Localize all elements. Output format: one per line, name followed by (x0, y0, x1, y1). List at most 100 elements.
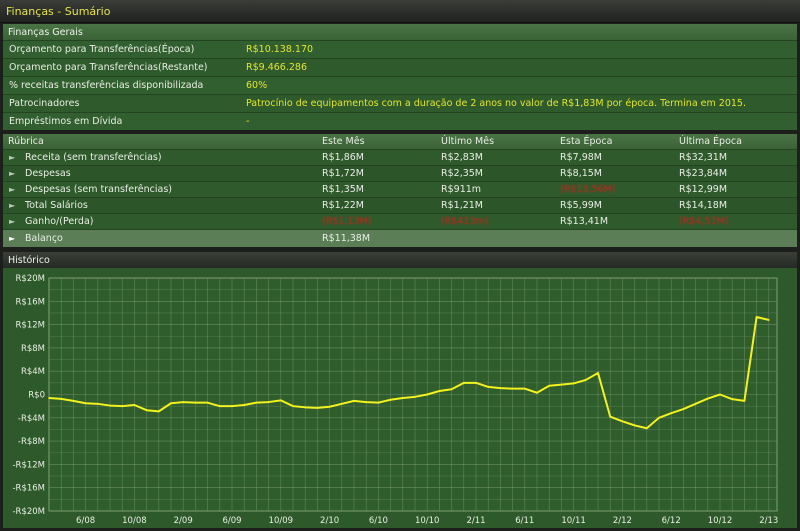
row-cell: R$1,86M (322, 152, 364, 163)
data-point (206, 401, 209, 404)
table-header: Rúbrica Este Mês Último Mês Esta Época Ú… (3, 134, 797, 149)
y-tick-label: -R$12M (12, 460, 45, 470)
data-point (731, 398, 733, 400)
data-point (548, 384, 550, 387)
history-panel: Histórico (3, 252, 797, 268)
general-row-value: R$10.138.170 (246, 44, 314, 55)
data-point (109, 404, 111, 407)
table-row[interactable]: ► Despesas (sem transferências) R$1,35M R$9… (3, 181, 797, 197)
expand-arrow-icon[interactable]: ► (9, 185, 16, 194)
data-point (487, 386, 490, 388)
table-row[interactable]: ► Total Salários R$1,22M R$1,21M R$5,99M R$14… (3, 197, 797, 213)
x-tick-label: 2/13 (759, 516, 778, 526)
data-point (475, 382, 477, 384)
data-point (328, 405, 331, 408)
data-point (426, 393, 429, 396)
data-point (48, 397, 50, 399)
row-cell: R$5,99M (560, 200, 602, 211)
data-point (121, 405, 123, 407)
y-tick-label: -R$8M (18, 437, 45, 447)
expand-arrow-icon[interactable]: ► (9, 201, 16, 210)
data-point (292, 405, 294, 407)
data-point (621, 420, 624, 423)
expand-arrow-icon[interactable]: ► (9, 217, 16, 226)
history-chart: R$20M R$16M R$12M R$8M R$4M R$0 -R$4M -R$8M -R$1… (3, 268, 797, 528)
general-row: Patrocinadores Patrocínio de equipamentos… (3, 94, 797, 112)
x-tick-label: 6/10 (369, 516, 388, 526)
general-row-value: 60% (246, 80, 268, 91)
data-point (316, 407, 319, 409)
data-point (511, 387, 514, 390)
expand-arrow-icon[interactable]: ► (9, 234, 16, 243)
balance-line (48, 316, 770, 430)
general-finances-panel: Finanças Gerais Orçamento para Transferê… (3, 24, 797, 130)
row-name: Total Salários (25, 200, 88, 211)
data-point (743, 400, 746, 402)
table-row[interactable]: ► Despesas R$1,72M R$2,35M R$8,15M R$23,84M (3, 165, 797, 181)
data-point (694, 403, 697, 405)
row-name: Despesas (sem transferências) (25, 184, 173, 195)
data-point (158, 410, 160, 413)
general-row: Orçamento para Transferências(Restante) R… (3, 58, 797, 76)
table-row[interactable]: ► Ganho/(Perda) (R$1,13M) (R$413m) R$13,41M (… (3, 213, 797, 229)
data-point (72, 400, 75, 402)
data-point (97, 403, 99, 405)
general-row: % receitas transferências disponibilizad… (3, 76, 797, 94)
data-point (219, 405, 221, 407)
data-point (341, 403, 343, 405)
general-row-label: Patrocinadores (9, 98, 80, 109)
x-tick-label: 10/09 (269, 516, 294, 526)
y-tick-label: -R$16M (12, 484, 45, 494)
expand-arrow-icon[interactable]: ► (9, 153, 16, 162)
data-point (414, 396, 416, 398)
x-tick-label: 6/09 (222, 516, 241, 526)
col-header-rubrica[interactable]: Rúbrica (8, 136, 44, 147)
row-cell: (R$1,13M) (322, 216, 372, 227)
data-point (231, 405, 233, 407)
y-tick-label: R$20M (16, 274, 45, 284)
data-point (194, 401, 197, 404)
y-tick-label: R$4M (21, 367, 45, 377)
data-point (524, 387, 526, 390)
data-point (670, 412, 672, 414)
history-line-chart: R$20M R$16M R$12M R$8M R$4M R$0 -R$4M -R$8M -R$1… (12, 274, 778, 526)
x-tick-label: 2/11 (466, 516, 485, 526)
col-header-last-month[interactable]: Último Mês (441, 136, 495, 147)
row-cell: R$7,98M (560, 152, 602, 163)
col-header-last-season[interactable]: Última Época (679, 136, 742, 147)
data-point (60, 398, 62, 400)
general-row-value: Patrocínio de equipamentos com a duração… (246, 98, 746, 109)
col-header-this-month[interactable]: Este Mês (322, 136, 365, 147)
row-name: Receita (sem transferências) (25, 152, 162, 163)
x-tick-label: 6/11 (515, 516, 534, 526)
data-point (633, 424, 636, 427)
data-point (755, 316, 758, 318)
row-cell: (R$413m) (441, 216, 489, 227)
x-tick-label: 2/09 (174, 516, 193, 526)
general-finances-header: Finanças Gerais (3, 24, 797, 40)
expand-arrow-icon[interactable]: ► (9, 169, 16, 178)
data-point (133, 404, 136, 406)
col-header-this-season[interactable]: Esta Época (560, 136, 613, 147)
history-header: Histórico (3, 252, 797, 268)
data-point (304, 406, 307, 409)
y-tick-label: -R$20M (12, 507, 45, 517)
data-point (719, 393, 721, 396)
row-name: Ganho/(Perda) (25, 216, 94, 227)
y-tick-label: -R$4M (18, 414, 45, 424)
table-row[interactable]: ► Balanço R$11,38M (3, 229, 797, 247)
row-cell: R$32,31M (679, 152, 728, 163)
x-tick-label: 6/08 (76, 516, 95, 526)
data-point (560, 383, 563, 386)
data-point (585, 379, 587, 381)
data-point (646, 427, 648, 430)
general-row: Orçamento para Transferências(Época) R$10… (3, 40, 797, 58)
general-row-label: Orçamento para Transferências(Restante) (9, 62, 208, 73)
table-row[interactable]: ► Receita (sem transferências) R$1,86M R$2,… (3, 149, 797, 165)
data-point (402, 397, 404, 399)
data-point (768, 319, 770, 321)
data-point (438, 390, 441, 392)
row-cell: R$2,83M (441, 152, 483, 163)
row-cell: R$13,41M (560, 216, 609, 227)
data-point (182, 401, 184, 403)
